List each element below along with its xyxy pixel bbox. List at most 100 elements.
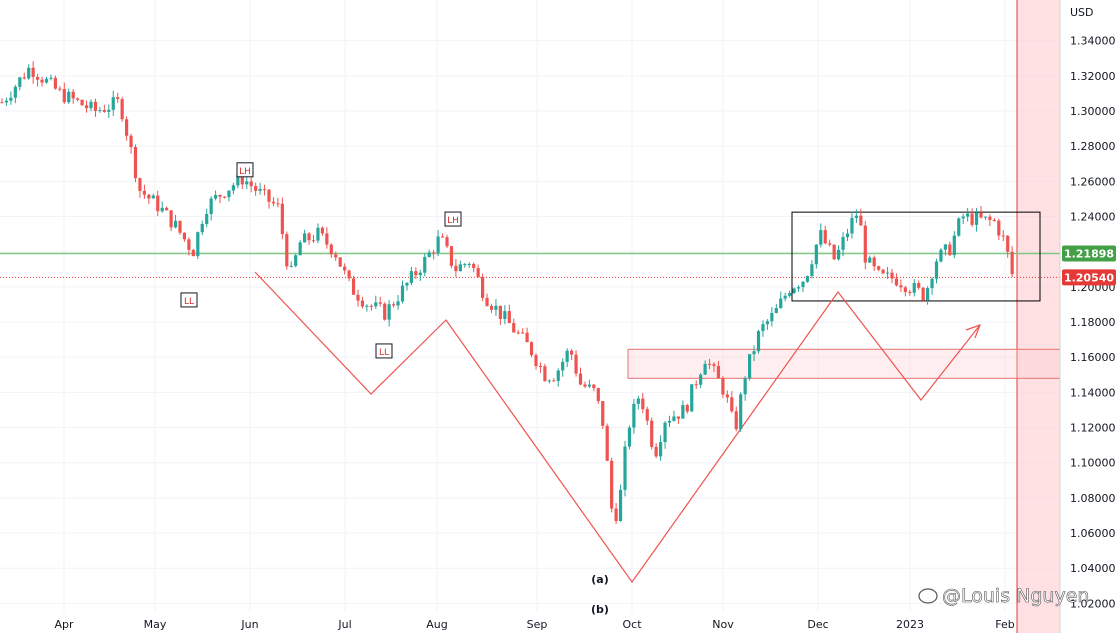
swing-label-text: LH	[447, 216, 459, 226]
candle-body	[952, 235, 956, 256]
candle-body	[845, 233, 850, 238]
candle-body	[40, 79, 44, 83]
candle-body	[574, 354, 578, 374]
candle-body	[182, 232, 187, 240]
candle-body	[36, 76, 40, 80]
candle-body	[529, 342, 534, 356]
price-badges: 1.21898 1.20540	[1062, 245, 1116, 286]
candle-body	[44, 78, 49, 83]
rect-zones	[627, 211, 1061, 379]
candle-body	[351, 278, 356, 295]
candle-body	[418, 272, 422, 276]
candle-body	[53, 77, 57, 89]
wave-label: (a)	[591, 573, 608, 586]
candle-body	[454, 265, 458, 272]
candle-body	[9, 97, 13, 101]
candle-body	[690, 384, 694, 412]
candle-body	[761, 324, 765, 332]
candle-body	[360, 300, 365, 307]
candle-body	[285, 234, 289, 267]
candle-body	[347, 270, 351, 279]
x-axis-label: Jul	[337, 618, 351, 631]
x-axis-label: Sep	[527, 618, 548, 631]
candle-body	[837, 249, 841, 260]
candle-body	[739, 394, 743, 430]
candle-body	[489, 305, 494, 310]
candle-body	[338, 257, 342, 267]
candle-body	[863, 225, 867, 263]
candle-body	[129, 135, 133, 148]
swing-label-text: LL	[379, 348, 389, 358]
price-badge-label: 1.20540	[1064, 271, 1114, 284]
weibo-icon	[918, 588, 938, 604]
candle-body	[303, 233, 307, 243]
candle-body	[383, 303, 387, 320]
candle-body	[881, 269, 885, 274]
candle-body	[196, 232, 200, 257]
candle-body	[908, 292, 912, 294]
weibo-icon-shape	[918, 588, 938, 604]
candle-body	[191, 249, 195, 257]
candle-body	[218, 194, 222, 197]
swing-label-box	[236, 162, 254, 178]
y-tick-label: 1.26000	[1070, 175, 1116, 188]
candle-body	[788, 293, 792, 296]
candle-body	[236, 174, 240, 186]
candle-body	[254, 186, 258, 191]
candle-body	[694, 384, 698, 386]
highlight-zone	[1017, 0, 1060, 633]
candle-body	[979, 212, 983, 218]
candle-body	[614, 508, 618, 522]
candle-body	[877, 266, 881, 270]
candle-body	[872, 257, 876, 267]
candle-body	[392, 304, 396, 306]
candle-body	[748, 354, 752, 379]
candle-body	[76, 98, 80, 100]
candle-body	[659, 442, 663, 457]
candle-body	[160, 207, 164, 212]
candle-body	[107, 109, 111, 112]
swing-label: LH	[236, 162, 254, 178]
candle-body	[699, 374, 703, 385]
candle-body	[894, 278, 899, 286]
candle-body	[814, 244, 818, 265]
zone-rect	[627, 348, 1061, 379]
y-tick-label: 1.14000	[1070, 386, 1116, 399]
y-tick-label: 1.18000	[1070, 316, 1116, 329]
swing-label-box	[375, 343, 393, 359]
candle-body	[819, 230, 823, 245]
candle-body	[262, 189, 267, 191]
candle-body	[779, 298, 783, 309]
candle-body	[859, 215, 863, 226]
x-axis-label: Apr	[54, 618, 74, 631]
candle-body	[334, 254, 338, 258]
candle-body	[1006, 235, 1010, 252]
candle-body	[636, 398, 640, 404]
candle-body	[205, 214, 209, 224]
candle-body	[703, 363, 707, 375]
candle-body	[801, 281, 805, 288]
candle-body	[445, 237, 449, 247]
candle-body	[31, 67, 35, 77]
candle-body	[601, 401, 605, 426]
candle-body	[983, 216, 988, 218]
candle-body	[294, 255, 298, 266]
candle-body	[943, 244, 947, 250]
candle-body	[4, 100, 9, 103]
candle-body	[503, 311, 507, 319]
candle-body	[436, 236, 440, 253]
candle-body	[151, 195, 155, 199]
candle-body	[240, 174, 244, 185]
candle-body	[89, 101, 93, 109]
candle-body	[458, 264, 462, 272]
candle-body	[926, 288, 930, 301]
candle-body	[138, 178, 142, 191]
y-tick-label: 1.24000	[1070, 211, 1116, 224]
candle-body	[854, 215, 858, 218]
candle-body	[1001, 235, 1005, 237]
candle-body	[1010, 251, 1014, 275]
y-tick-label: 1.06000	[1070, 527, 1116, 540]
candle-body	[921, 287, 925, 301]
candle-body	[280, 203, 284, 235]
